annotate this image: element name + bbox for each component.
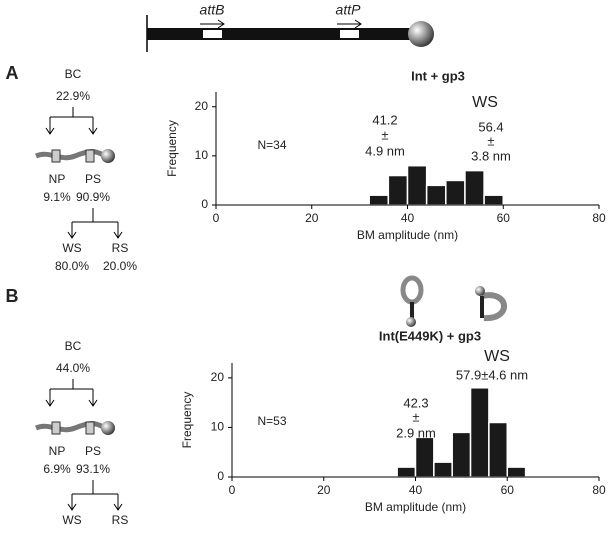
x-tick-label: 20 (305, 211, 319, 225)
x-tick-label: 0 (229, 483, 236, 497)
synapse (85, 421, 95, 435)
x-tick-label: 80 (592, 211, 606, 225)
att-label: attP (336, 2, 362, 18)
rs-label: RS (112, 513, 129, 527)
annotation: ± (487, 133, 494, 148)
rs-label: RS (112, 241, 129, 255)
y-tick-label: 0 (217, 469, 224, 483)
histogram-bar (464, 169, 485, 206)
np-value: 6.9% (43, 462, 71, 476)
ws-label: WS (62, 513, 81, 527)
histogram-bar (396, 466, 417, 478)
bead (101, 421, 115, 435)
rs-value: 20.0% (103, 259, 137, 273)
tree-line (67, 208, 123, 239)
bc-label: BC (65, 339, 82, 353)
histogram-bar (445, 179, 466, 206)
construct-diagram: attB attP (146, 2, 434, 52)
y-tick-label: 20 (211, 370, 225, 384)
np-label: NP (49, 172, 66, 186)
dna-strand (35, 421, 107, 433)
np-label: NP (49, 444, 66, 458)
dna-strand (35, 149, 107, 161)
x-axis-label: BM amplitude (nm) (365, 500, 466, 514)
ps-value: 90.9% (76, 190, 110, 204)
histogram-bar (368, 194, 390, 206)
bc-label: BC (65, 67, 82, 81)
annotation: WS (484, 348, 510, 365)
annotation: WS (472, 94, 498, 111)
x-tick-label: 40 (409, 483, 423, 497)
tree-line (45, 107, 98, 135)
x-tick-label: 20 (317, 483, 331, 497)
y-axis-label: Frequency (180, 392, 194, 449)
synapse (51, 149, 61, 163)
histogram-bar (387, 174, 409, 206)
histogram-bar (406, 164, 428, 206)
annotation: 4.9 nm (365, 143, 405, 158)
annotation: ± (412, 409, 419, 424)
np-value: 9.1% (43, 190, 71, 204)
tree-diagram: A BC 22.9% NP PS 9.1% 90.9% WS RS 80.0% 20.0% (6, 63, 138, 273)
x-tick-label: 60 (497, 211, 511, 225)
ws-value: 80.0% (55, 259, 89, 273)
annotation: 3.8 nm (471, 148, 511, 163)
annotation: ± (381, 127, 388, 142)
chart-title: Int + gp3 (411, 68, 465, 83)
histogram-bar (414, 436, 435, 478)
synapse (85, 149, 95, 163)
ps-label: PS (85, 444, 101, 458)
y-tick-label: 0 (201, 197, 208, 211)
bc-value: 22.9% (56, 89, 90, 103)
bc-value: 44.0% (56, 361, 90, 375)
tree-line (67, 480, 123, 511)
x-tick-label: 60 (501, 483, 515, 497)
annotation: 2.9 nm (396, 425, 436, 440)
x-tick-label: 40 (401, 211, 415, 225)
x-tick-label: 80 (592, 483, 606, 497)
tree-line (45, 379, 98, 407)
x-axis-label: BM amplitude (nm) (357, 228, 458, 242)
panel-letter: A (6, 63, 19, 83)
synapse (51, 421, 61, 435)
ps-label: PS (85, 172, 101, 186)
y-tick-label: 10 (195, 148, 209, 162)
annotation: 42.3 (403, 395, 428, 410)
histogram-bar (433, 461, 453, 478)
y-axis-label: Frequency (165, 120, 179, 177)
annotation: 56.4 (478, 119, 503, 134)
y-tick-label: 10 (211, 420, 225, 434)
x-tick-label: 0 (213, 211, 220, 225)
histogram-bar (483, 194, 505, 206)
histogram-bar (488, 421, 508, 478)
ps-value: 93.1% (76, 462, 110, 476)
annotation: 41.2 (372, 112, 397, 127)
histogram-bar (451, 431, 472, 478)
chart-title: Int(E449K) + gp3 (379, 328, 481, 343)
annotation: 57.9±4.6 nm (456, 367, 528, 382)
annotation: N=34 (257, 138, 286, 152)
y-tick-label: 20 (195, 99, 209, 113)
loop-icons (400, 275, 507, 327)
histogram-bar (469, 387, 490, 478)
panel-letter: B (6, 286, 19, 306)
histogram-bar (425, 184, 447, 206)
bead (101, 149, 115, 163)
annotation: N=53 (257, 414, 286, 428)
att-label: attB (200, 2, 225, 18)
histogram-bar (506, 466, 527, 478)
ws-label: WS (62, 241, 81, 255)
